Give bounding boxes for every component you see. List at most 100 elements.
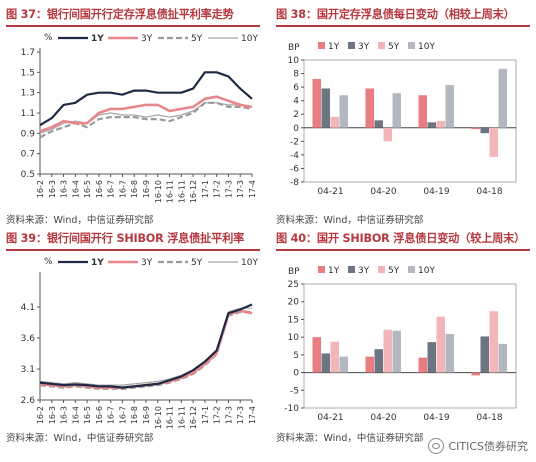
bar-10Y-04-19	[445, 85, 454, 128]
bar-5Y-04-18	[489, 127, 498, 157]
x-tick-label: 16-4	[71, 180, 80, 198]
bar-5Y-04-19	[436, 121, 445, 128]
bar-3Y-04-19	[427, 342, 436, 373]
y-tick-label: 4	[293, 97, 299, 107]
bar-5Y-04-21	[330, 116, 339, 128]
x-tick-label: 16-9	[142, 180, 151, 198]
legend-label-10Y: 10Y	[418, 42, 435, 52]
y-tick-label: 2.6	[21, 396, 36, 406]
x-tick-label: 17-1	[201, 180, 210, 198]
daily-change-bar-chart: -8 -6 -4 -2 0 2 4 6 8 10 BP 04-21 04-20 04-19 04-18 1Y 3…	[288, 42, 517, 197]
x-tick-label: 16-11	[177, 406, 186, 429]
bar-1Y-04-20	[365, 356, 374, 373]
x-tick-label: 17-3	[224, 406, 233, 424]
bar-5Y-04-20	[383, 329, 392, 373]
x-tick-label: 17-4	[248, 180, 257, 198]
watermark: CITICS债券研究	[428, 438, 528, 454]
bar-10Y-04-21	[339, 356, 348, 373]
source-note: 资料来源：Wind，中信证券研究部	[276, 433, 424, 444]
x-tick-label: 17-1	[201, 406, 210, 424]
x-tick-label: 04-19	[423, 413, 449, 423]
x-tick-label: 16-9	[142, 406, 151, 424]
bar-5Y-04-18	[489, 311, 498, 373]
y-tick-label: -10	[284, 404, 299, 414]
bar-1Y-04-19	[418, 357, 427, 373]
y-tick-label: 1.5	[21, 68, 35, 78]
legend-label-5Y: 5Y	[191, 258, 203, 268]
x-tick-label: 16-3	[60, 180, 69, 198]
x-tick-label: 17-3	[224, 180, 233, 198]
bar-10Y-04-21	[339, 95, 348, 128]
x-tick-label: 16-4	[71, 406, 80, 424]
legend-label-1Y: 1Y	[328, 266, 340, 276]
legend-swatch-1Y	[318, 42, 325, 49]
panel-fig38: 图 38：国开定存浮息债每日变动（相较上周末） -8 -6 -4 -2 0 2 4 6 8 10 B…	[276, 6, 530, 226]
shibor-daily-change-bar-chart: -10 -5 0 5 10 15 20 25 BP 04-21 04-20 04-19 04-18 1Y 3…	[284, 266, 517, 423]
legend-label-1Y: 1Y	[91, 258, 104, 268]
x-tick-label: 17-2	[213, 180, 222, 198]
x-tick-label: 16-5	[83, 180, 92, 198]
y-tick-label: 2	[293, 110, 299, 120]
y-tick-label: 10	[288, 333, 300, 343]
title-rule	[6, 249, 260, 251]
x-tick-label: 16-6	[95, 406, 104, 424]
y-tick-label: 1.7	[21, 48, 35, 58]
y-axis-label: %	[44, 257, 53, 267]
x-tick-label: 16-3	[48, 406, 57, 424]
source-note: 资料来源：Wind，中信证券研究部	[6, 433, 154, 444]
legend-label-10Y: 10Y	[241, 34, 258, 44]
shibor-rate-line-chart: 2.63.13.64.1%16-2 16-3 16-3 16-4 16-5 16-6 16-…	[21, 257, 259, 429]
panel-fig37: 图 37：银行间国开行定存浮息债扯平利率走势 0.5 0.7 0.9 1.1 1.3 1.…	[6, 6, 260, 226]
x-tick-label: 17-4	[248, 406, 257, 424]
bar-1Y-04-20	[365, 88, 374, 128]
legend-label-1Y: 1Y	[91, 34, 104, 44]
legend-swatch-5Y	[378, 42, 385, 49]
y-tick-label: 20	[288, 298, 300, 308]
bar-3Y-04-20	[374, 349, 383, 373]
bar-5Y-04-20	[383, 127, 392, 142]
watermark-text: CITICS债券研究	[448, 440, 528, 453]
x-tick-label: 04-18	[476, 187, 502, 197]
x-tick-label: 04-21	[317, 413, 343, 423]
x-tick-label: 16-11	[166, 180, 175, 203]
y-tick-label: 3.1	[21, 365, 35, 375]
bar-3Y-04-19	[427, 122, 436, 128]
bar-3Y-04-21	[321, 353, 330, 373]
y-tick-label: 6	[293, 83, 299, 93]
y-tick-label: 0.5	[21, 170, 35, 180]
x-tick-label: 16-7	[118, 406, 127, 424]
source-note: 资料来源：Wind，中信证券研究部	[6, 215, 154, 226]
x-tick-label: 04-18	[476, 413, 502, 423]
legend-label-3Y: 3Y	[141, 258, 153, 268]
y-tick-label: 1.1	[21, 109, 35, 119]
bar-3Y-04-21	[321, 88, 330, 128]
x-tick-label: 17-3	[236, 180, 245, 198]
source-note: 资料来源：Wind，中信证券研究部	[276, 215, 424, 226]
x-tick-label: 04-19	[423, 187, 449, 197]
legend-label-1Y: 1Y	[328, 42, 340, 52]
series-line-5Y	[39, 101, 253, 139]
x-tick-label: 16-3	[48, 180, 57, 198]
legend-swatch-10Y	[408, 266, 415, 273]
y-tick-label: -6	[290, 164, 299, 174]
bar-1Y-04-21	[312, 337, 321, 373]
series-line-10Y	[39, 102, 253, 134]
title-rule	[276, 249, 530, 251]
y-tick-label: 0.9	[21, 129, 36, 139]
legend-swatch-1Y	[318, 266, 325, 273]
plot-frame	[303, 283, 517, 409]
x-tick-label: 16-7	[118, 180, 127, 198]
plot-frame	[303, 59, 517, 183]
x-tick-label: 04-20	[370, 187, 396, 197]
legend-label-3Y: 3Y	[358, 266, 370, 276]
bar-1Y-04-18	[471, 127, 480, 130]
legend-label-5Y: 5Y	[388, 266, 400, 276]
y-axis-label: BP	[288, 43, 300, 53]
x-tick-label: 16-10	[154, 180, 163, 203]
series-line-3Y	[39, 309, 253, 389]
x-tick-label: 16-8	[130, 406, 139, 424]
x-tick-label: 16-7	[107, 406, 116, 424]
x-tick-label: 16-5	[83, 406, 92, 424]
y-tick-label: 15	[288, 315, 299, 325]
legend-label-3Y: 3Y	[141, 34, 153, 44]
